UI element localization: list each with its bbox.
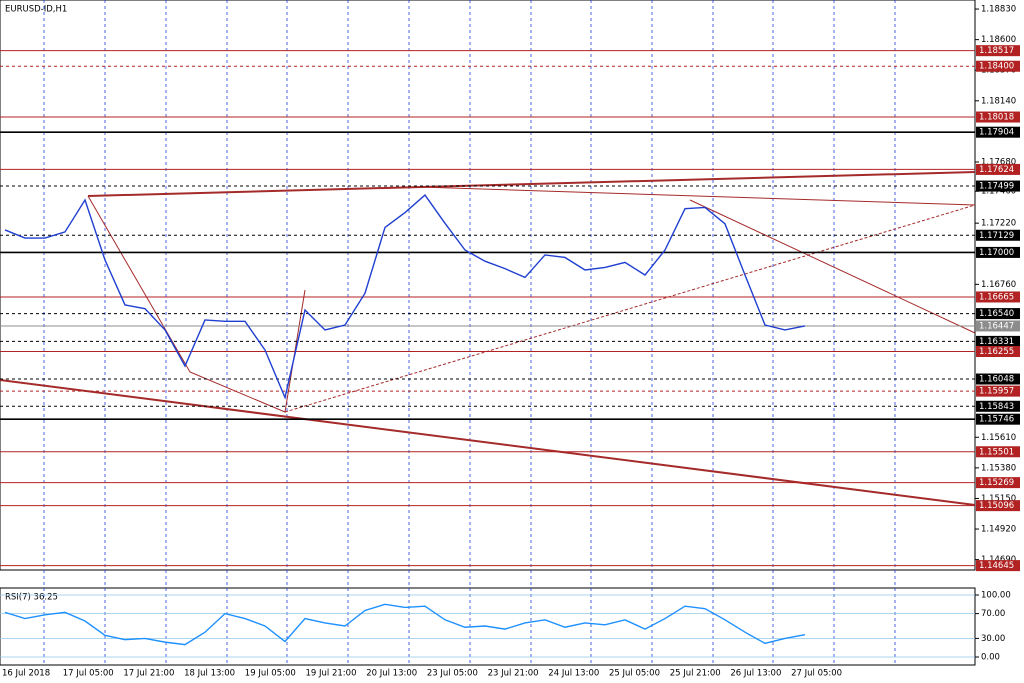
x-tick-label: 17 Jul 05:00 [63, 669, 114, 679]
level-label: 1.16447 [979, 321, 1014, 331]
level-label-box [976, 163, 1020, 175]
x-tick-label: 27 Jul 05:00 [791, 669, 842, 679]
level-label-box [976, 45, 1020, 57]
level-label: 1.15269 [979, 478, 1014, 488]
x-tick-label: 24 Jul 13:00 [548, 669, 599, 679]
level-label-box [976, 320, 1020, 332]
price-line [4, 603, 806, 646]
level-label: 1.17000 [979, 248, 1014, 258]
main-panel [0, 0, 976, 571]
level-label-box [976, 291, 1020, 303]
x-tick-label: 23 Jul 21:00 [488, 669, 539, 679]
level-label-box [976, 308, 1020, 320]
level-label-box [976, 345, 1020, 357]
y-tick-label: 1.18140 [981, 96, 1016, 106]
level-label: 1.18517 [979, 46, 1014, 56]
y-tick-label: 1.14920 [981, 525, 1016, 535]
y-tick-label: 1.17460 [981, 187, 1016, 197]
level-label: 1.18018 [979, 113, 1014, 123]
level-label-box [976, 477, 1020, 489]
level-label-box [976, 500, 1020, 512]
x-tick-label: 17 Jul 21:00 [123, 669, 174, 679]
level-label-box [976, 413, 1020, 425]
x-tick-label: 20 Jul 13:00 [366, 669, 417, 679]
level-label: 1.16048 [979, 375, 1014, 385]
x-tick-label: 26 Jul 13:00 [730, 669, 781, 679]
level-label-box [976, 180, 1020, 192]
y-tick-label: 100.00 [981, 591, 1011, 601]
y-tick-label: 1.15150 [981, 494, 1016, 504]
level-label-box [976, 385, 1020, 397]
x-tick-label: 25 Jul 05:00 [609, 669, 660, 679]
time-grid [43, 0, 896, 665]
y-tick-label: 1.17220 [981, 219, 1016, 229]
level-label: 1.18400 [979, 62, 1014, 72]
level-label: 1.15957 [979, 387, 1014, 397]
level-label-box [976, 400, 1020, 412]
y-tick-label: 1.18830 [981, 5, 1016, 15]
level-label: 1.15746 [979, 415, 1014, 425]
level-label-box [976, 229, 1020, 241]
y-tick-label: 1.16760 [981, 280, 1016, 290]
level-label: 1.17129 [979, 231, 1014, 241]
rsi-title: RSI(7) 36.25 [5, 593, 58, 603]
x-tick-label: 18 Jul 13:00 [184, 669, 235, 679]
y-tick-label: 70.00 [981, 609, 1005, 619]
level-label: 1.15501 [979, 447, 1014, 457]
level-label-box [976, 246, 1020, 258]
level-label-box [976, 373, 1020, 385]
level-label: 1.14645 [979, 561, 1014, 571]
level-label-box [976, 446, 1020, 458]
chart-title: EURUSD-ID,H1 [5, 5, 67, 15]
level-label-box [976, 560, 1020, 572]
x-tick-label: 23 Jul 05:00 [427, 669, 478, 679]
level-label: 1.17624 [979, 165, 1014, 175]
level-label: 1.17904 [979, 128, 1014, 138]
y-tick-label: 30.00 [981, 634, 1005, 644]
y-tick-label: 1.18600 [981, 35, 1016, 45]
level-label-box [976, 111, 1020, 123]
y-tick-label: 1.15610 [981, 433, 1016, 443]
level-label-box [976, 126, 1020, 138]
level-label: 1.16255 [979, 347, 1014, 357]
level-label: 1.15096 [979, 501, 1014, 511]
x-tick-label: 25 Jul 21:00 [670, 669, 721, 679]
y-tick-label: 0.00 [981, 653, 1000, 663]
level-label: 1.15843 [979, 402, 1014, 412]
x-tick-label: 19 Jul 21:00 [306, 669, 357, 679]
x-tick-label: 19 Jul 05:00 [245, 669, 296, 679]
y-tick-label: 1.15380 [981, 463, 1016, 473]
y-tick-label: 1.17680 [981, 157, 1016, 167]
x-tick-label: 16 Jul 2018 [2, 669, 50, 679]
price-line [4, 194, 806, 400]
level-label: 1.17499 [979, 182, 1014, 192]
level-label-box [976, 335, 1020, 347]
level-label-box [976, 60, 1020, 72]
level-label: 1.16540 [979, 309, 1014, 319]
level-label: 1.16665 [979, 292, 1014, 302]
level-label: 1.16331 [979, 337, 1014, 347]
